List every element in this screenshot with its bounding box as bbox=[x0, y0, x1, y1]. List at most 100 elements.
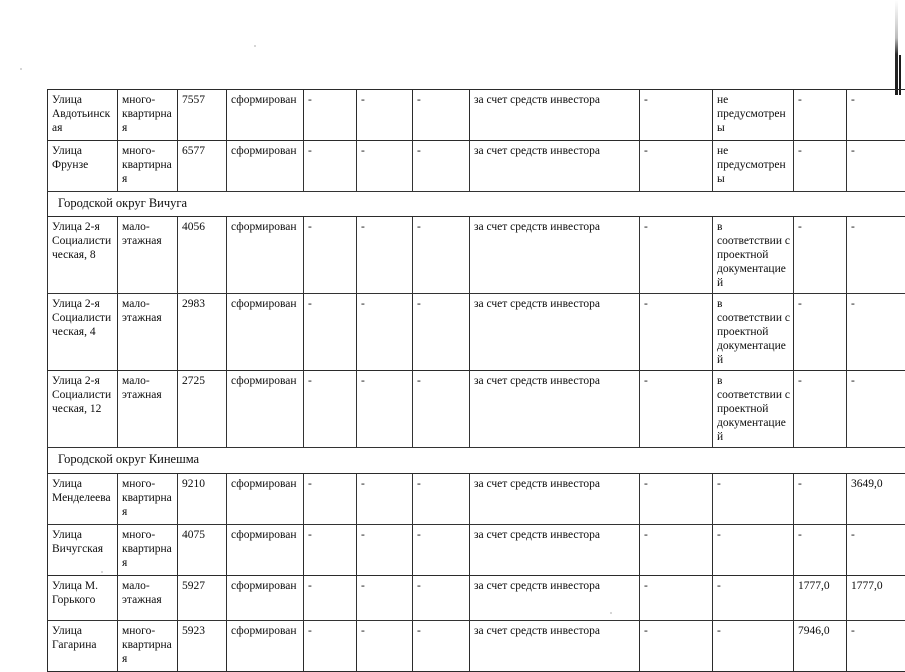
cell-provision: в соответствии с проектной документацией bbox=[713, 217, 794, 294]
cell-col5: - bbox=[304, 217, 357, 294]
section-header-vichuga: Городской округ Вичуга bbox=[48, 192, 905, 217]
cell-provision: в соответствии с проектной документацией bbox=[713, 294, 794, 371]
cell-building-type: много-квартирная bbox=[118, 141, 178, 192]
scan-edge-artifact bbox=[895, 0, 898, 95]
cell-col11: - bbox=[794, 141, 847, 192]
cell-col12: - bbox=[847, 217, 905, 294]
cell-street: Улица Вичугская bbox=[48, 524, 118, 575]
cell-col6: - bbox=[357, 217, 413, 294]
cell-street: Улица Фрунзе bbox=[48, 141, 118, 192]
cell-col9: - bbox=[640, 90, 713, 141]
cell-status: сформирован bbox=[227, 371, 304, 448]
cell-number: 4056 bbox=[178, 217, 227, 294]
cell-status: сформирован bbox=[227, 524, 304, 575]
cell-col12: - bbox=[847, 141, 905, 192]
cell-col6: - bbox=[357, 524, 413, 575]
cell-street: Улица 2-я Социалистическая, 8 bbox=[48, 217, 118, 294]
table-row: Улица 2-я Социалистическая, 12 мало-этаж… bbox=[48, 371, 905, 448]
table-row: Улица 2-я Социалистическая, 8 мало-этажн… bbox=[48, 217, 905, 294]
cell-provision: в соответствии с проектной документацией bbox=[713, 371, 794, 448]
table-row: Улица Вичугская много-квартирная 4075 сф… bbox=[48, 524, 905, 575]
cell-funding: за счет средств инвестора bbox=[470, 524, 640, 575]
cell-col7: - bbox=[413, 294, 470, 371]
table-row: Улица Менделеева много-квартирная 9210 с… bbox=[48, 473, 905, 524]
cell-street: Улица Авдотьинская bbox=[48, 90, 118, 141]
cell-col7: - bbox=[413, 473, 470, 524]
cell-col12: - bbox=[847, 524, 905, 575]
cell-col12: - bbox=[847, 371, 905, 448]
table-row: Улица Гагарина много-квартирная 5923 сфо… bbox=[48, 620, 905, 671]
cell-col11: - bbox=[794, 294, 847, 371]
cell-street: Улица 2-я Социалистическая, 4 bbox=[48, 294, 118, 371]
cell-col6: - bbox=[357, 294, 413, 371]
cell-funding: за счет средств инвестора bbox=[470, 141, 640, 192]
cell-col9: - bbox=[640, 620, 713, 671]
cell-status: сформирован bbox=[227, 141, 304, 192]
cell-col9: - bbox=[640, 473, 713, 524]
cell-funding: за счет средств инвестора bbox=[470, 620, 640, 671]
cell-col7: - bbox=[413, 575, 470, 620]
cell-col12: 1777,0 bbox=[847, 575, 905, 620]
cell-col7: - bbox=[413, 524, 470, 575]
cell-col5: - bbox=[304, 371, 357, 448]
cell-provision: не предусмотрены bbox=[713, 90, 794, 141]
section-header-kineshma: Городской округ Кинешма bbox=[48, 448, 905, 473]
cell-col5: - bbox=[304, 524, 357, 575]
cell-provision: не предусмотрены bbox=[713, 141, 794, 192]
cell-col12: - bbox=[847, 620, 905, 671]
cell-building-type: много-квартирная bbox=[118, 90, 178, 141]
cell-col9: - bbox=[640, 575, 713, 620]
table-row: Улица 2-я Социалистическая, 4 мало-этажн… bbox=[48, 294, 905, 371]
cell-col6: - bbox=[357, 575, 413, 620]
cell-street: Улица 2-я Социалистическая, 12 bbox=[48, 371, 118, 448]
cell-col6: - bbox=[357, 141, 413, 192]
cell-street: Улица Гагарина bbox=[48, 620, 118, 671]
table-row: Улица Авдотьинская много-квартирная 7557… bbox=[48, 90, 905, 141]
section-header-row: Городской округ Вичуга bbox=[48, 192, 905, 217]
cell-building-type: мало-этажная bbox=[118, 294, 178, 371]
cell-number: 6577 bbox=[178, 141, 227, 192]
cell-col6: - bbox=[357, 90, 413, 141]
cell-provision: - bbox=[713, 575, 794, 620]
cell-col5: - bbox=[304, 473, 357, 524]
cell-funding: за счет средств инвестора bbox=[470, 90, 640, 141]
scan-speck bbox=[254, 45, 256, 47]
cell-col7: - bbox=[413, 141, 470, 192]
cell-funding: за счет средств инвестора bbox=[470, 217, 640, 294]
cell-building-type: много-квартирная bbox=[118, 524, 178, 575]
cell-number: 9210 bbox=[178, 473, 227, 524]
cell-col11: - bbox=[794, 371, 847, 448]
cell-col7: - bbox=[413, 90, 470, 141]
cell-funding: за счет средств инвестора bbox=[470, 294, 640, 371]
cell-number: 4075 bbox=[178, 524, 227, 575]
cell-provision: - bbox=[713, 524, 794, 575]
cell-col11: - bbox=[794, 524, 847, 575]
cell-street: Улица М. Горького bbox=[48, 575, 118, 620]
cell-col11: - bbox=[794, 90, 847, 141]
cell-col5: - bbox=[304, 90, 357, 141]
cell-status: сформирован bbox=[227, 575, 304, 620]
cell-number: 5927 bbox=[178, 575, 227, 620]
cell-col6: - bbox=[357, 620, 413, 671]
cell-provision: - bbox=[713, 473, 794, 524]
cell-col7: - bbox=[413, 217, 470, 294]
section-header-row: Городской округ Кинешма bbox=[48, 448, 905, 473]
cell-number: 7557 bbox=[178, 90, 227, 141]
cell-status: сформирован bbox=[227, 473, 304, 524]
cell-col6: - bbox=[357, 473, 413, 524]
cell-status: сформирован bbox=[227, 217, 304, 294]
cell-status: сформирован bbox=[227, 90, 304, 141]
cell-col9: - bbox=[640, 217, 713, 294]
cell-funding: за счет средств инвестора bbox=[470, 371, 640, 448]
cell-building-type: много-квартирная bbox=[118, 620, 178, 671]
cell-building-type: мало-этажная bbox=[118, 217, 178, 294]
cell-col12: - bbox=[847, 90, 905, 141]
cell-building-type: мало-этажная bbox=[118, 371, 178, 448]
cell-col11: - bbox=[794, 217, 847, 294]
cell-status: сформирован bbox=[227, 620, 304, 671]
cell-number: 2725 bbox=[178, 371, 227, 448]
cell-col5: - bbox=[304, 294, 357, 371]
data-table: Улица Авдотьинская много-квартирная 7557… bbox=[47, 89, 905, 672]
cell-funding: за счет средств инвестора bbox=[470, 473, 640, 524]
cell-col11: - bbox=[794, 473, 847, 524]
